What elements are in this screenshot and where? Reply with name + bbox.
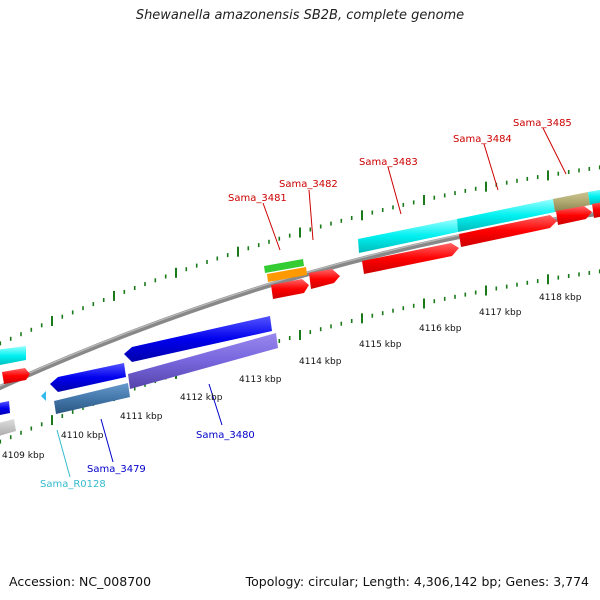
cds-sama-3484[interactable] [459, 215, 557, 247]
tick-label-4118: 4118 kbp [539, 293, 582, 303]
forward-features [0, 188, 600, 384]
label-sama-3479[interactable]: Sama_3479 [87, 464, 146, 475]
feature-sama-3483[interactable] [358, 219, 458, 253]
feature-sama-3479[interactable] [54, 383, 130, 414]
tick-label-4114: 4114 kbp [299, 357, 342, 367]
cds-sama-3483[interactable] [362, 243, 459, 274]
tick-label-4115: 4115 kbp [359, 340, 402, 350]
reverse-features [0, 316, 278, 437]
label-leaders [56, 127, 567, 478]
label-sama-3485[interactable]: Sama_3485 [513, 118, 572, 129]
tick-label-4110: 4110 kbp [61, 431, 104, 441]
feature-sama-3484[interactable] [457, 199, 555, 232]
feature-cyan-right[interactable] [588, 188, 600, 205]
cds-sama-3482[interactable] [309, 269, 340, 289]
tick-label-4111: 4111 kbp [120, 412, 163, 422]
gene-labels: Sama_3481 Sama_3482 Sama_3483 Sama_3484 … [40, 118, 572, 490]
label-sama-r0128[interactable]: Sama_R0128 [40, 479, 106, 490]
cds-sama-3480[interactable] [124, 316, 272, 362]
tick-label-4112: 4112 kbp [180, 393, 223, 403]
feature-sama-3480[interactable] [128, 333, 278, 389]
kbp-tick-labels: 4109 kbp 4110 kbp 4111 kbp 4112 kbp 4113… [2, 293, 582, 461]
feature-orange[interactable] [267, 267, 307, 282]
feature-sama-3485-olive[interactable] [553, 192, 590, 212]
genome-stats-text: Topology: circular; Length: 4,306,142 bp… [245, 574, 589, 589]
rna-sama-r0128[interactable] [41, 391, 46, 401]
feature-gray-left[interactable] [0, 419, 16, 437]
label-sama-3481[interactable]: Sama_3481 [228, 193, 287, 204]
cds-right-edge[interactable] [592, 201, 600, 218]
label-sama-3480[interactable]: Sama_3480 [196, 430, 255, 441]
tick-label-4117: 4117 kbp [479, 308, 522, 318]
label-sama-3483[interactable]: Sama_3483 [359, 157, 418, 168]
tick-label-4116: 4116 kbp [419, 324, 462, 334]
cds-sama-3481[interactable] [271, 279, 309, 299]
cds-sama-3479[interactable] [50, 363, 126, 392]
label-sama-3482[interactable]: Sama_3482 [279, 179, 338, 190]
feature-cyan-left[interactable] [0, 346, 26, 366]
upper-tick-track [0, 165, 600, 346]
cds-sama-3478[interactable] [2, 368, 30, 384]
accession-text: Accession: NC_008700 [9, 574, 152, 589]
cds-sama-3485[interactable] [556, 206, 592, 225]
label-sama-3484[interactable]: Sama_3484 [453, 134, 512, 145]
feature-green[interactable] [264, 259, 304, 273]
tick-label-4113: 4113 kbp [239, 375, 282, 385]
cds-left-edge[interactable] [0, 401, 10, 416]
genome-title: Shewanella amazonensis SB2B, complete ge… [135, 8, 465, 23]
tick-label-4109: 4109 kbp [2, 451, 45, 461]
